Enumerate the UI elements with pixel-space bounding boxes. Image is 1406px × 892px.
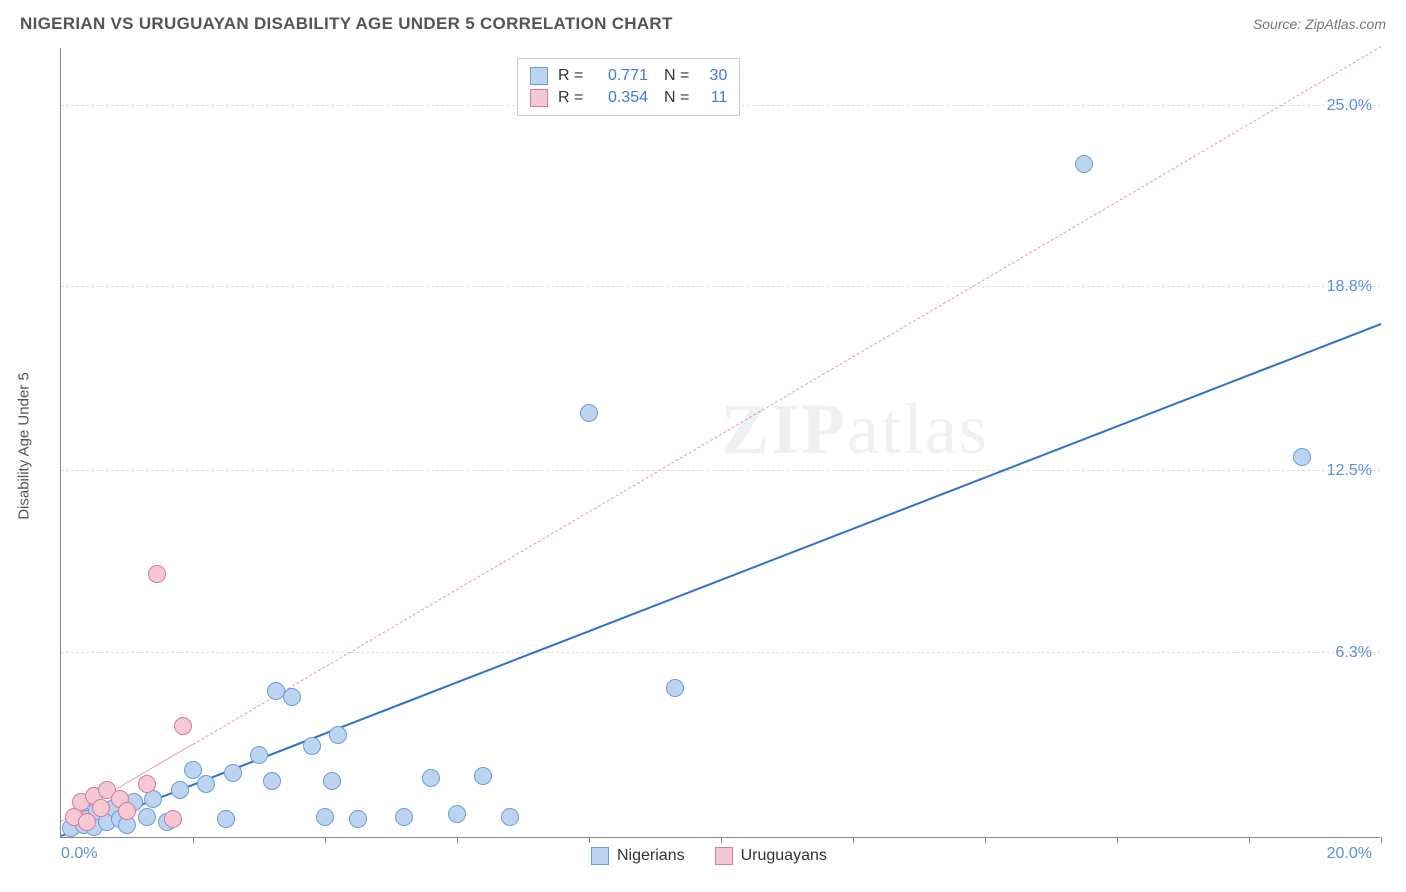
data-point [224, 764, 242, 782]
data-point [267, 682, 285, 700]
legend-series-label: Nigerians [617, 847, 685, 865]
legend-item: Nigerians [591, 847, 685, 865]
data-point [474, 767, 492, 785]
legend-n-value: 11 [699, 89, 727, 107]
data-point [148, 565, 166, 583]
y-tick-label: 18.8% [1327, 278, 1372, 296]
x-tick [985, 837, 986, 843]
data-point [1293, 448, 1311, 466]
data-point [138, 808, 156, 826]
x-tick [589, 837, 590, 843]
legend-n-label: N = [664, 89, 689, 107]
y-tick-label: 12.5% [1327, 462, 1372, 480]
data-point [349, 810, 367, 828]
data-point [263, 772, 281, 790]
x-tick [1381, 837, 1382, 843]
legend-n-value: 30 [699, 67, 727, 85]
legend-r-label: R = [558, 67, 586, 85]
x-max-label: 20.0% [1327, 845, 1372, 863]
watermark: ZIPatlas [721, 388, 989, 471]
legend-swatch [530, 89, 548, 107]
source-attribution: Source: ZipAtlas.com [1253, 16, 1386, 32]
x-tick [1117, 837, 1118, 843]
legend-swatch [591, 847, 609, 865]
x-tick [325, 837, 326, 843]
legend-n-label: N = [664, 67, 689, 85]
data-point [118, 802, 136, 820]
data-point [323, 772, 341, 790]
source-prefix: Source: [1253, 16, 1305, 32]
legend-r-value: 0.771 [596, 67, 648, 85]
y-tick-label: 6.3% [1336, 644, 1372, 662]
x-origin-label: 0.0% [61, 845, 97, 863]
legend-swatch [530, 67, 548, 85]
x-tick [457, 837, 458, 843]
data-point [666, 679, 684, 697]
data-point [580, 404, 598, 422]
data-point [448, 805, 466, 823]
trend-line [193, 46, 1381, 745]
legend-series-label: Uruguayans [741, 847, 827, 865]
legend-row: R = 0.354 N = 11 [530, 87, 727, 109]
source-name: ZipAtlas.com [1305, 16, 1386, 32]
data-point [78, 813, 96, 831]
series-legend: Nigerians Uruguayans [591, 847, 827, 865]
legend-r-value: 0.354 [596, 89, 648, 107]
data-point [329, 726, 347, 744]
correlation-legend: R = 0.771 N = 30 R = 0.354 N = 11 [517, 58, 740, 116]
data-point [395, 808, 413, 826]
gridline [61, 470, 1380, 471]
legend-item: Uruguayans [715, 847, 827, 865]
legend-row: R = 0.771 N = 30 [530, 65, 727, 87]
data-point [171, 781, 189, 799]
legend-swatch [715, 847, 733, 865]
y-tick-label: 25.0% [1327, 97, 1372, 115]
data-point [138, 775, 156, 793]
x-tick [1249, 837, 1250, 843]
data-point [1075, 155, 1093, 173]
data-point [174, 717, 192, 735]
data-point [303, 737, 321, 755]
y-axis-label: Disability Age Under 5 [16, 372, 33, 520]
x-tick [853, 837, 854, 843]
data-point [164, 810, 182, 828]
gridline [61, 652, 1380, 653]
x-tick [721, 837, 722, 843]
x-tick [193, 837, 194, 843]
data-point [501, 808, 519, 826]
data-point [422, 769, 440, 787]
data-point [184, 761, 202, 779]
data-point [283, 688, 301, 706]
data-point [316, 808, 334, 826]
gridline [61, 286, 1380, 287]
data-point [217, 810, 235, 828]
data-point [197, 775, 215, 793]
scatter-plot-area: 6.3%12.5%18.8%25.0%0.0%20.0%R =0.771N =3… [60, 48, 1380, 838]
data-point [250, 746, 268, 764]
chart-title: NIGERIAN VS URUGUAYAN DISABILITY AGE UND… [20, 14, 673, 34]
data-point [92, 799, 110, 817]
legend-r-label: R = [558, 89, 586, 107]
